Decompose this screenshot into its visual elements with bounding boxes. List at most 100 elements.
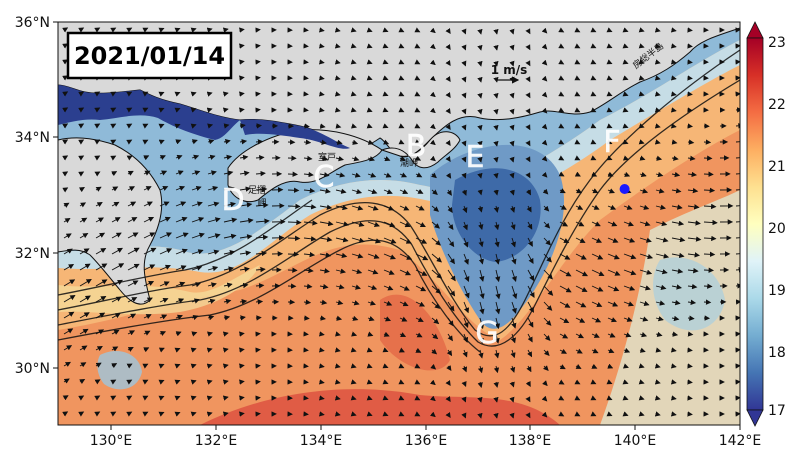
current-vector	[574, 139, 581, 145]
current-vector	[670, 395, 677, 401]
current-vector	[175, 201, 187, 207]
current-vector	[190, 27, 197, 33]
current-vector	[366, 107, 373, 113]
current-vector	[429, 91, 436, 98]
current-vector	[479, 301, 485, 315]
current-vector	[239, 234, 253, 240]
current-vector	[559, 221, 569, 227]
current-vector	[447, 237, 455, 248]
current-vector	[623, 301, 634, 307]
current-vector	[142, 395, 149, 401]
lat-tick-34: 34°N	[15, 130, 50, 146]
current-vector	[126, 91, 133, 97]
current-vector	[445, 92, 451, 99]
current-vector	[319, 268, 330, 274]
current-vector	[606, 411, 613, 417]
map-plot-area	[58, 22, 740, 425]
current-vector	[623, 204, 633, 210]
current-vector	[111, 247, 123, 255]
current-vector	[319, 123, 326, 129]
current-vector	[223, 139, 231, 145]
current-vector	[367, 205, 379, 211]
current-vector	[638, 395, 645, 401]
current-vector	[447, 333, 453, 342]
current-vector	[558, 59, 565, 65]
current-vector	[303, 299, 312, 305]
current-vector	[175, 139, 182, 145]
current-vector	[654, 395, 661, 401]
current-vector	[607, 363, 614, 369]
current-vector	[429, 411, 436, 418]
current-vector	[477, 189, 483, 196]
current-vector	[494, 221, 500, 231]
current-vector	[191, 265, 203, 271]
current-vector	[525, 28, 531, 35]
current-vector	[558, 139, 565, 145]
cb-tick-18: 18	[768, 345, 786, 361]
current-vector	[62, 411, 69, 417]
current-vector	[509, 124, 515, 131]
current-vector	[63, 378, 70, 384]
current-vector	[638, 59, 645, 65]
current-vector	[638, 75, 645, 81]
current-vector	[462, 365, 468, 373]
current-vector	[239, 123, 246, 129]
current-vector	[510, 237, 516, 248]
current-vector	[350, 395, 357, 401]
current-vector	[446, 365, 452, 372]
current-vector	[415, 285, 427, 292]
colorbar-ticks: 23 22 21 20 19 18 17	[768, 35, 786, 419]
current-vector	[190, 107, 197, 113]
current-vector	[223, 298, 232, 305]
current-vector	[639, 332, 648, 338]
current-vector	[351, 331, 358, 337]
current-vector	[207, 331, 213, 337]
current-vector	[206, 395, 213, 401]
current-vector	[303, 251, 316, 258]
current-vector	[654, 27, 661, 33]
current-vector	[559, 317, 570, 324]
current-vector	[638, 27, 645, 33]
current-vector	[447, 205, 453, 213]
lon-tick-134: 134°E	[300, 433, 343, 449]
current-vector	[239, 218, 254, 224]
current-vector	[671, 299, 681, 306]
current-vector	[509, 60, 515, 67]
current-vector	[623, 316, 633, 322]
current-vector	[558, 171, 565, 177]
current-vector	[543, 205, 550, 212]
current-vector	[143, 155, 150, 161]
current-vector	[287, 219, 302, 226]
current-vector	[431, 237, 441, 246]
current-vector	[94, 27, 101, 33]
current-vector	[654, 75, 661, 81]
current-vector	[591, 363, 598, 369]
current-vector	[255, 266, 266, 273]
current-vector	[126, 139, 133, 145]
current-vector	[62, 171, 69, 177]
current-vector	[334, 363, 341, 369]
current-vector	[239, 347, 245, 353]
current-vector	[159, 281, 170, 287]
current-vector	[558, 107, 565, 113]
current-vector	[623, 171, 631, 177]
current-vector	[510, 333, 516, 344]
current-vector	[303, 139, 312, 145]
current-vector	[606, 75, 613, 81]
current-vector	[414, 379, 421, 385]
current-vector	[222, 379, 229, 385]
current-vector	[78, 187, 85, 193]
current-vector	[590, 107, 597, 113]
current-vector	[111, 186, 119, 192]
current-vector	[351, 315, 359, 321]
current-vector	[382, 27, 389, 33]
current-vector	[303, 155, 313, 162]
current-vector	[493, 172, 499, 179]
current-vector	[239, 43, 245, 49]
current-vector	[445, 108, 451, 115]
current-vector	[158, 363, 165, 369]
current-vector	[367, 316, 375, 322]
current-vector	[670, 347, 677, 353]
current-vector	[110, 123, 117, 129]
current-vector	[447, 221, 454, 231]
